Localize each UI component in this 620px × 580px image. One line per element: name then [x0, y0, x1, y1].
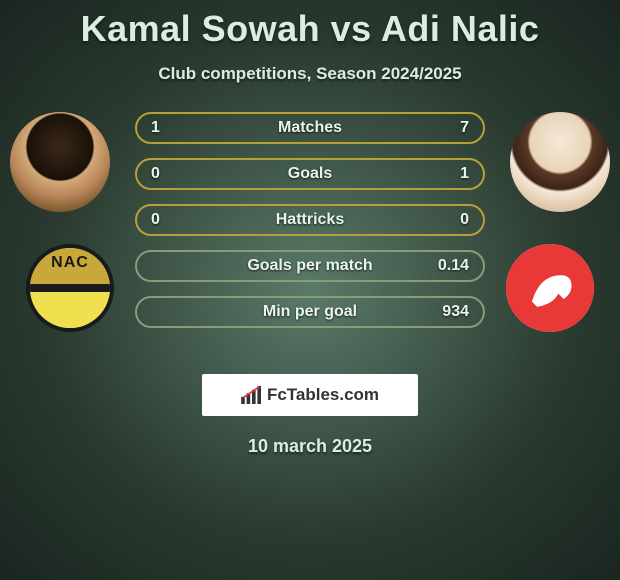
- stat-row: Min per goal934: [135, 296, 485, 328]
- brand-label: FcTables.com: [267, 385, 379, 405]
- bird-icon: [524, 262, 577, 315]
- stat-right-value: 0: [429, 211, 469, 229]
- player-left-avatar: [10, 112, 110, 212]
- stat-right-value: 0.14: [429, 257, 469, 275]
- stat-row: 0Hattricks0: [135, 204, 485, 236]
- club-left-badge: [26, 244, 114, 332]
- player-right-avatar: [510, 112, 610, 212]
- stat-row: 1Matches7: [135, 112, 485, 144]
- comparison-panel: 1Matches7 0Goals1 0Hattricks0 Goals per mat…: [0, 112, 620, 362]
- bars-icon: [241, 386, 263, 404]
- date-label: 10 march 2025: [0, 436, 620, 457]
- stat-right-value: 934: [429, 303, 469, 321]
- subtitle: Club competitions, Season 2024/2025: [0, 64, 620, 84]
- stat-row: 0Goals1: [135, 158, 485, 190]
- brand-badge: FcTables.com: [202, 374, 418, 416]
- stats-list: 1Matches7 0Goals1 0Hattricks0 Goals per mat…: [135, 112, 485, 342]
- stat-right-value: 1: [429, 165, 469, 183]
- stat-row: Goals per match0.14: [135, 250, 485, 282]
- page-title: Kamal Sowah vs Adi Nalic: [0, 0, 620, 50]
- club-right-badge: [506, 244, 594, 332]
- stat-right-value: 7: [429, 119, 469, 137]
